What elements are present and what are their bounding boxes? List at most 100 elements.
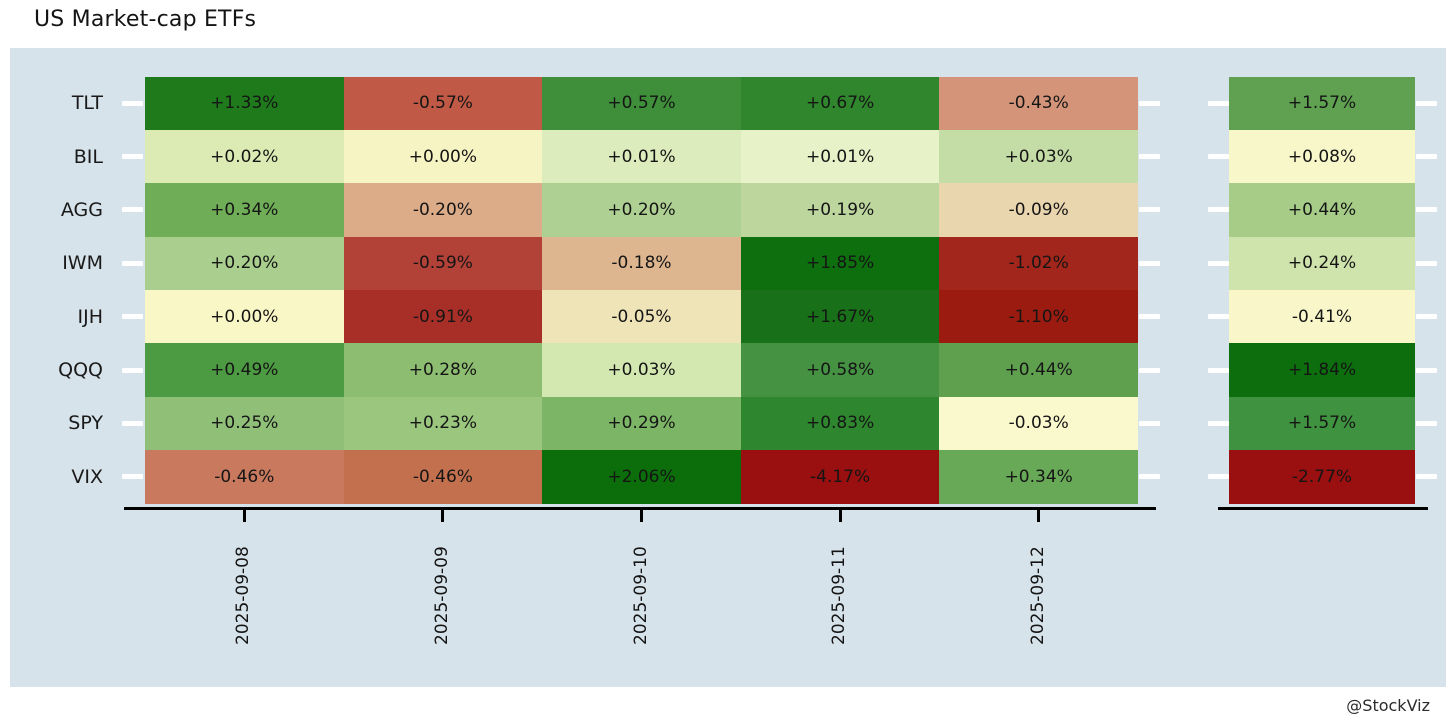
heatmap-cell: -4.17%	[740, 450, 940, 504]
row-tick	[122, 100, 143, 106]
heatmap-cell: +0.58%	[740, 343, 940, 397]
row-tick	[122, 154, 143, 160]
heatmap-cell: +1.33%	[145, 76, 344, 130]
row-tick	[1416, 260, 1437, 266]
x-axis-line-summary	[1218, 506, 1428, 510]
summary-cell: +1.84%	[1229, 343, 1415, 397]
heatmap-cell: +2.06%	[542, 450, 741, 504]
heatmap-cell: -1.02%	[939, 236, 1138, 290]
row-tick	[122, 314, 143, 320]
x-axis-label: 2025-09-10	[630, 546, 651, 645]
row-tick	[1139, 420, 1160, 426]
row-tick	[1208, 474, 1229, 480]
row-tick	[1416, 367, 1437, 373]
heatmap-cell: +0.34%	[145, 183, 344, 237]
heatmap-cell: +0.20%	[542, 183, 741, 237]
row-tick	[1416, 420, 1437, 426]
heatmap-cell: +0.34%	[939, 450, 1138, 504]
row-tick	[122, 207, 143, 213]
row-tick	[1139, 474, 1160, 480]
row-tick	[1208, 207, 1229, 213]
heatmap-cell: -0.05%	[542, 290, 741, 344]
heatmap-cell: -0.09%	[939, 183, 1138, 237]
row-tick	[1416, 474, 1437, 480]
heatmap-cell: -0.46%	[145, 450, 344, 504]
summary-cell: +0.08%	[1229, 129, 1415, 184]
x-axis-line-main	[124, 506, 1156, 510]
row-tick	[122, 367, 143, 373]
row-tick	[1416, 154, 1437, 160]
row-tick	[1208, 154, 1229, 160]
row-tick	[122, 474, 143, 480]
row-tick	[1139, 154, 1160, 160]
watermark: @StockViz	[1346, 696, 1430, 715]
x-axis-tick	[242, 509, 246, 522]
heatmap-cell: -0.20%	[343, 183, 543, 237]
heatmap-cell: +0.44%	[939, 343, 1138, 397]
heatmap-cell: +1.67%	[740, 290, 940, 344]
x-axis-label: 2025-09-11	[829, 546, 850, 645]
row-tick	[1208, 367, 1229, 373]
row-tick	[1139, 207, 1160, 213]
summary-cell: -0.41%	[1229, 290, 1415, 344]
summary-cell: -2.77%	[1229, 450, 1415, 504]
row-label-iwm: IWM	[62, 252, 103, 275]
row-tick	[1416, 207, 1437, 213]
heatmap-cell: +0.57%	[542, 76, 741, 130]
x-axis-tick	[1037, 509, 1041, 522]
x-axis-label: 2025-09-08	[233, 546, 254, 645]
heatmap-cell: +0.83%	[740, 396, 940, 451]
x-axis-tick	[838, 509, 842, 522]
heatmap-cell: +0.01%	[542, 129, 741, 184]
heatmap-cell: -0.03%	[939, 396, 1138, 451]
heatmap-cell: -0.57%	[343, 76, 543, 130]
heatmap-cell: -0.59%	[343, 236, 543, 290]
row-label-tlt: TLT	[71, 92, 103, 115]
heatmap-cell: -0.18%	[542, 236, 741, 290]
row-tick	[1208, 100, 1229, 106]
heatmap-cell: +0.03%	[939, 129, 1138, 184]
heatmap-cell: +0.00%	[145, 290, 344, 344]
row-label-ijh: IJH	[77, 305, 104, 328]
row-tick	[122, 260, 143, 266]
heatmap-cell: +0.03%	[542, 343, 741, 397]
heatmap-cell: +0.23%	[343, 396, 543, 451]
row-tick	[1139, 314, 1160, 320]
heatmap-cell: +0.19%	[740, 183, 940, 237]
row-label-agg: AGG	[60, 198, 103, 221]
row-label-bil: BIL	[73, 145, 103, 168]
row-label-spy: SPY	[68, 412, 103, 435]
heatmap-cell: +0.00%	[343, 129, 543, 184]
heatmap-cell: -0.46%	[343, 450, 543, 504]
chart-title: US Market-cap ETFs	[34, 7, 257, 32]
heatmap-cell: +0.02%	[145, 129, 344, 184]
row-label-vix: VIX	[71, 465, 103, 488]
summary-cell: +0.24%	[1229, 236, 1415, 290]
heatmap-cell: +0.01%	[740, 129, 940, 184]
heatmap-cell: -1.10%	[939, 290, 1138, 344]
row-tick	[122, 420, 143, 426]
row-tick	[1139, 100, 1160, 106]
x-axis-label: 2025-09-09	[431, 546, 452, 645]
heatmap-cell: +0.29%	[542, 396, 741, 451]
heatmap-cell: +0.20%	[145, 236, 344, 290]
heatmap-cell: -0.91%	[343, 290, 543, 344]
heatmap-cell: +0.25%	[145, 396, 344, 451]
row-tick	[1416, 100, 1437, 106]
x-axis-tick	[640, 509, 643, 522]
heatmap-cell: +0.28%	[343, 343, 543, 397]
row-label-qqq: QQQ	[58, 359, 103, 382]
row-tick	[1208, 260, 1229, 266]
heatmap-cell: +0.49%	[145, 343, 344, 397]
heatmap-cell: +0.67%	[740, 76, 940, 130]
row-tick	[1416, 314, 1437, 320]
row-tick	[1139, 260, 1160, 266]
row-tick	[1139, 367, 1160, 373]
row-tick	[1208, 420, 1229, 426]
summary-cell: +0.44%	[1229, 183, 1415, 237]
heatmap-cell: +1.85%	[740, 236, 940, 290]
heatmap-cell: -0.43%	[939, 76, 1138, 130]
x-axis-tick	[441, 509, 445, 522]
summary-cell: +1.57%	[1229, 396, 1415, 451]
